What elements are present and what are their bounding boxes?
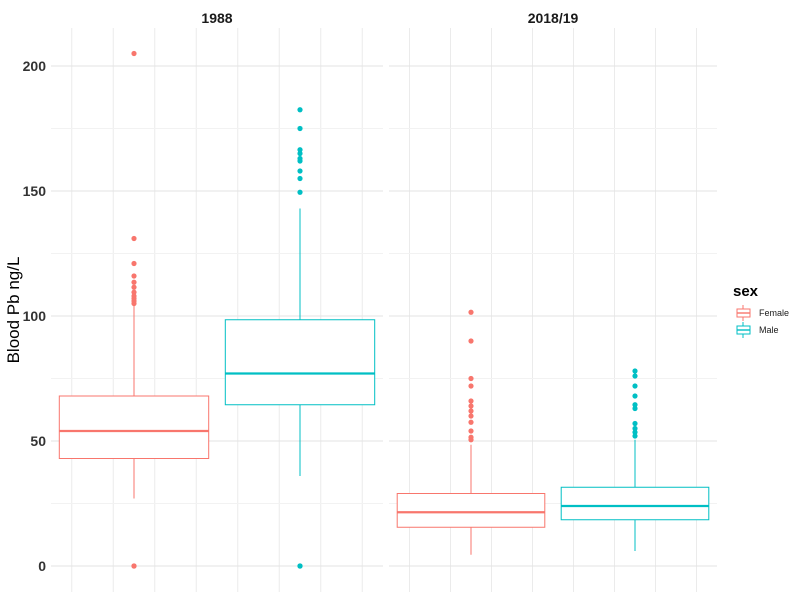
outlier-point (632, 393, 638, 399)
outlier-point (297, 158, 303, 164)
panel-title-1988: 1988 (201, 10, 232, 26)
box-female-1988 (58, 50, 210, 569)
outlier-point (632, 420, 638, 427)
outlier-point (632, 433, 638, 439)
outlier-point (131, 300, 137, 307)
outlier-point (632, 383, 638, 389)
legend-label-female: Female (759, 308, 789, 318)
outlier-point (632, 405, 638, 412)
box-iqr (396, 493, 546, 528)
outlier-point (297, 175, 303, 182)
y-tick-label: 100 (23, 308, 47, 324)
outlier-point (468, 375, 474, 382)
outlier-point (468, 428, 474, 434)
outlier-point (632, 425, 638, 432)
legend-key-female (736, 305, 751, 321)
outlier-point (297, 168, 303, 174)
y-tick-labels: 0 50 100 150 200 (23, 58, 47, 574)
outlier-point (632, 368, 638, 374)
outlier-point (632, 402, 638, 408)
outlier-point (131, 260, 137, 267)
legend-label-male: Male (759, 325, 779, 335)
legend-key-male (736, 322, 751, 338)
outlier-point (297, 125, 303, 132)
outlier-point (632, 429, 638, 435)
outlier-point (468, 437, 474, 443)
y-tick-label: 200 (23, 58, 47, 74)
outlier-point (131, 284, 137, 290)
box-layer (58, 50, 710, 569)
box-iqr (224, 319, 376, 406)
outlier-point (131, 563, 137, 569)
text-layer: 1988 2018/19 Blood Pb ng/L sex Female Ma… (4, 10, 789, 363)
outlier-point (131, 50, 137, 57)
outlier-point (468, 383, 474, 389)
outlier-point (297, 150, 303, 157)
outlier-point (468, 398, 474, 404)
outlier-point (632, 373, 638, 379)
outlier-point (297, 189, 303, 195)
outlier-point (131, 273, 137, 279)
box-male-2018-19 (560, 368, 710, 551)
box-female-2018-19 (396, 309, 546, 555)
outlier-point (468, 309, 474, 315)
box-iqr (560, 486, 710, 521)
y-tick-label: 0 (38, 558, 46, 574)
legend-keys (736, 305, 751, 338)
outlier-point (131, 279, 137, 285)
outlier-point (468, 408, 474, 414)
outlier-point (468, 403, 474, 409)
outlier-point (297, 107, 303, 113)
outlier-point (468, 413, 474, 419)
panel-title-2018-19: 2018/19 (528, 10, 579, 26)
outlier-point (297, 147, 303, 153)
y-tick-label: 50 (30, 433, 46, 449)
outlier-point (131, 235, 137, 242)
box-male-1988 (224, 107, 376, 569)
y-tick-label: 150 (23, 183, 47, 199)
outlier-point (131, 289, 137, 295)
outlier-point (297, 563, 303, 569)
y-axis-title: Blood Pb ng/L (4, 257, 23, 364)
outlier-point (468, 338, 474, 344)
outlier-point (468, 419, 474, 425)
legend-title: sex (733, 283, 759, 300)
box-iqr (58, 395, 210, 459)
